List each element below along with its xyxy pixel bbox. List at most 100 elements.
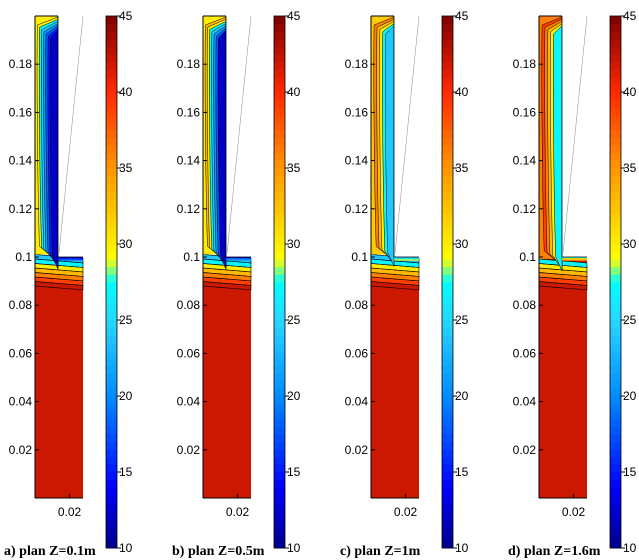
y-tick-label: 0.16 [513, 105, 537, 119]
colorbar-tick-label: 35 [119, 161, 133, 175]
colorbar-segment [610, 267, 621, 275]
colorbar-segment [274, 305, 285, 313]
colorbar-segment [106, 297, 117, 305]
colorbar-segment [274, 320, 285, 328]
colorbar-segment [442, 426, 453, 434]
colorbar-segment [442, 487, 453, 495]
colorbar-segment [106, 495, 117, 503]
colorbar-segment [610, 328, 621, 336]
colorbar-segment [610, 472, 621, 480]
colorbar-segment [274, 419, 285, 427]
colorbar-segment [610, 46, 621, 54]
y-tick-label: 0.04 [345, 395, 369, 409]
colorbar-segment [610, 16, 621, 24]
colorbar-segment [106, 510, 117, 518]
colorbar-segment [106, 138, 117, 146]
colorbar-segment [106, 320, 117, 328]
colorbar-segment [274, 358, 285, 366]
colorbar-segment [274, 426, 285, 434]
colorbar-segment [442, 290, 453, 298]
colorbar-segment [442, 92, 453, 100]
colorbar-segment [106, 160, 117, 168]
colorbar-segment [106, 366, 117, 374]
colorbar-segment [610, 259, 621, 267]
colorbar-segment [274, 115, 285, 123]
panel-caption: c) plan Z=1m [340, 544, 421, 559]
colorbar-segment [106, 540, 117, 548]
colorbar-segment [106, 343, 117, 351]
colorbar-segment [442, 267, 453, 275]
colorbar-segment [610, 145, 621, 153]
colorbar-segment [106, 358, 117, 366]
colorbar-tick-label: 20 [119, 389, 133, 403]
colorbar-segment [106, 69, 117, 77]
colorbar-segment [274, 145, 285, 153]
colorbar-tick-label: 10 [623, 541, 637, 555]
colorbar-segment [610, 518, 621, 526]
colorbar-segment [274, 449, 285, 457]
x-tick-label: 0.02 [226, 505, 250, 519]
colorbar-segment [106, 457, 117, 465]
colorbar-segment [106, 487, 117, 495]
colorbar-segment [442, 472, 453, 480]
colorbar-segment [610, 457, 621, 465]
colorbar-tick-label: 10 [455, 541, 469, 555]
colorbar-segment [610, 350, 621, 358]
colorbar-segment [442, 100, 453, 108]
colorbar-segment [274, 290, 285, 298]
colorbar-segment [442, 252, 453, 260]
colorbar-segment [610, 153, 621, 161]
colorbar-segment [106, 525, 117, 533]
x-tick-label: 0.02 [562, 505, 586, 519]
colorbar-segment [106, 191, 117, 199]
colorbar-segment [106, 62, 117, 70]
colorbar-segment [106, 229, 117, 237]
panel-caption: a) plan Z=0.1m [4, 544, 96, 559]
colorbar-segment [106, 39, 117, 47]
step-layer [226, 258, 251, 259]
colorbar-segment [610, 62, 621, 70]
colorbar-segment [274, 525, 285, 533]
colorbar-segment [106, 214, 117, 222]
colorbar-segment [274, 107, 285, 115]
y-tick-label: 0.06 [345, 346, 369, 360]
colorbar-segment [274, 373, 285, 381]
y-tick-label: 0.04 [513, 395, 537, 409]
colorbar-segment [106, 404, 117, 412]
colorbar-segment [442, 176, 453, 184]
colorbar-segment [274, 77, 285, 85]
colorbar-segment [442, 381, 453, 389]
colorbar-segment [106, 183, 117, 191]
colorbar-segment [274, 487, 285, 495]
colorbar-tick-label: 10 [287, 541, 301, 555]
colorbar-tick-label: 20 [455, 389, 469, 403]
colorbar-segment [442, 160, 453, 168]
y-tick-label: 0.14 [177, 154, 201, 168]
y-tick-label: 0.04 [177, 395, 201, 409]
colorbar-segment [274, 274, 285, 282]
colorbar-tick-label: 15 [287, 465, 301, 479]
colorbar-segment [274, 100, 285, 108]
colorbar-segment [274, 221, 285, 229]
y-tick-label: 0.16 [9, 105, 33, 119]
step-layer [562, 258, 587, 259]
colorbar-segment [442, 259, 453, 267]
colorbar-segment [610, 480, 621, 488]
colorbar-segment [610, 297, 621, 305]
y-tick-label: 0.12 [177, 202, 201, 216]
colorbar-tick-label: 45 [623, 9, 637, 23]
colorbar-segment [274, 404, 285, 412]
colorbar-segment [274, 252, 285, 260]
colorbar-segment [106, 388, 117, 396]
colorbar-segment [442, 54, 453, 62]
colorbar-segment [442, 335, 453, 343]
colorbar-segment [274, 464, 285, 472]
colorbar-segment [106, 259, 117, 267]
colorbar-segment [274, 388, 285, 396]
colorbar-segment [274, 183, 285, 191]
colorbar-segment [610, 411, 621, 419]
colorbar-segment [274, 46, 285, 54]
colorbar-tick-label: 20 [287, 389, 301, 403]
colorbar-segment [106, 502, 117, 510]
colorbar-segment [274, 343, 285, 351]
